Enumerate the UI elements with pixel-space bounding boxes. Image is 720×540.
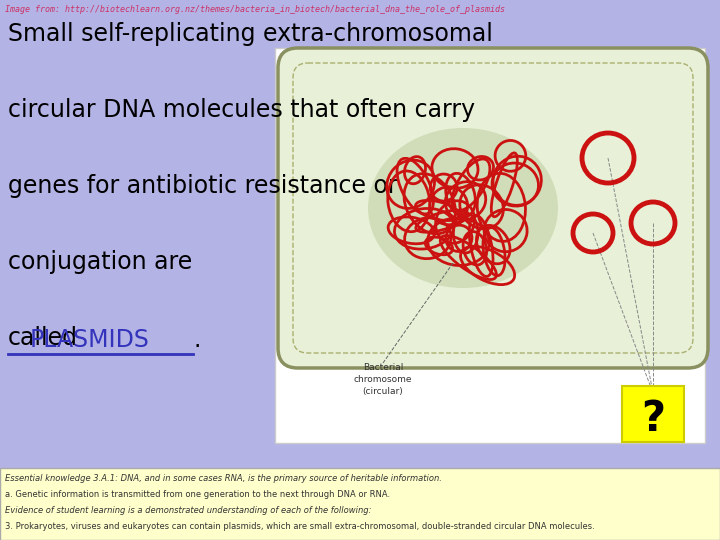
FancyBboxPatch shape	[622, 386, 684, 442]
Text: ?: ?	[641, 398, 665, 440]
Text: Small self-replicating extra-chromosomal: Small self-replicating extra-chromosomal	[8, 22, 493, 46]
FancyBboxPatch shape	[278, 48, 708, 368]
FancyBboxPatch shape	[275, 48, 705, 443]
Text: circular DNA molecules that often carry: circular DNA molecules that often carry	[8, 98, 475, 122]
Text: Bacterial
chromosome
(circular): Bacterial chromosome (circular)	[354, 363, 413, 396]
FancyBboxPatch shape	[0, 468, 720, 540]
Text: conjugation are: conjugation are	[8, 250, 192, 274]
Text: PLASMIDS: PLASMIDS	[30, 328, 150, 352]
Text: 3. Prokaryotes, viruses and eukaryotes can contain plasmids, which are small ext: 3. Prokaryotes, viruses and eukaryotes c…	[5, 522, 595, 531]
Text: called: called	[8, 326, 78, 350]
Text: Evidence of student learning is a demonstrated understanding of each of the foll: Evidence of student learning is a demons…	[5, 506, 372, 515]
Ellipse shape	[368, 128, 558, 288]
Text: genes for antibiotic resistance or: genes for antibiotic resistance or	[8, 174, 397, 198]
Text: .: .	[193, 328, 200, 352]
Text: Image from: http://biotechlearn.org.nz/themes/bacteria_in_biotech/bacterial_dna_: Image from: http://biotechlearn.org.nz/t…	[5, 5, 505, 14]
Text: Essential knowledge 3.A.1: DNA, and in some cases RNA, is the primary source of : Essential knowledge 3.A.1: DNA, and in s…	[5, 474, 442, 483]
Text: a. Genetic information is transmitted from one generation to the next through DN: a. Genetic information is transmitted fr…	[5, 490, 390, 499]
